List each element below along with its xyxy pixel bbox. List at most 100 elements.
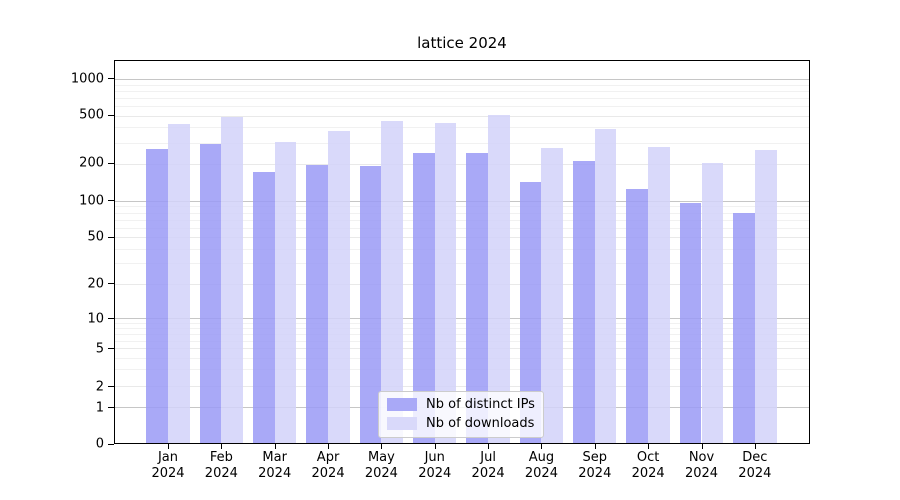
bar-downloads <box>328 130 350 443</box>
bar-distinct-ips <box>359 165 382 443</box>
bar-downloads <box>221 117 244 443</box>
y-gridline-minor <box>115 127 809 129</box>
y-tick-mark <box>108 78 114 80</box>
x-tick-label: Feb 2024 <box>204 450 238 481</box>
plot-area: Nb of distinct IPs Nb of downloads <box>114 60 810 444</box>
y-gridline-minor <box>115 227 809 229</box>
y-gridline-minor <box>115 263 809 265</box>
y-gridline-major <box>115 79 809 81</box>
legend-swatch-downloads <box>387 417 417 430</box>
y-gridline-major <box>115 237 809 239</box>
x-tick-label: Mar 2024 <box>258 450 292 481</box>
bar-distinct-ips <box>466 152 489 443</box>
y-tick-label: 0 <box>95 436 104 452</box>
y-gridline-minor <box>115 340 809 342</box>
y-gridline-minor <box>115 142 809 144</box>
x-tick-mark <box>701 444 703 449</box>
y-gridline-minor <box>115 98 809 100</box>
y-tick-mark <box>108 348 114 350</box>
x-tick-mark <box>168 444 169 449</box>
x-tick-mark <box>488 444 490 449</box>
x-tick-label: Aug 2024 <box>524 450 558 481</box>
legend: Nb of distinct IPs Nb of downloads <box>378 391 544 438</box>
bar-distinct-ips <box>573 161 595 443</box>
y-tick-label: 200 <box>79 155 104 171</box>
y-tick-label: 500 <box>79 107 104 123</box>
y-gridline-major <box>115 386 809 387</box>
y-gridline-major <box>115 200 809 202</box>
y-tick-label: 1 <box>95 400 104 416</box>
bar-downloads <box>168 123 190 443</box>
bar-distinct-ips <box>733 213 755 443</box>
y-gridline-major <box>115 318 809 320</box>
y-gridline-minor <box>115 106 809 108</box>
y-gridline-minor <box>115 219 809 221</box>
bar-downloads <box>754 149 777 443</box>
y-gridline-minor <box>115 212 809 214</box>
x-tick-mark <box>381 444 383 449</box>
bar-distinct-ips <box>519 182 542 443</box>
x-tick-label: Dec 2024 <box>738 450 772 481</box>
x-tick-mark <box>434 444 436 449</box>
chart-title: lattice 2024 <box>417 34 507 52</box>
x-tick-label: May 2024 <box>364 450 398 481</box>
x-tick-mark <box>221 444 223 449</box>
bar-distinct-ips <box>626 188 649 443</box>
bar-downloads <box>648 147 670 443</box>
x-tick-mark <box>594 444 596 449</box>
x-tick-label: Apr 2024 <box>311 450 345 481</box>
y-gridline-minor <box>115 91 809 93</box>
y-gridline-major <box>115 283 809 285</box>
x-tick-label: Jul 2024 <box>471 450 505 481</box>
bar-distinct-ips <box>146 149 168 443</box>
y-tick-mark <box>108 114 114 116</box>
y-gridline-minor <box>115 357 809 359</box>
y-gridline-minor <box>115 333 809 335</box>
y-gridline-major <box>115 115 809 117</box>
bar-distinct-ips <box>199 143 222 443</box>
legend-label-downloads: Nb of downloads <box>426 416 535 431</box>
bar-downloads <box>274 141 297 443</box>
y-tick-mark <box>108 443 114 445</box>
y-gridline-minor <box>115 322 809 324</box>
x-tick-label: Jan 2024 <box>151 450 185 481</box>
bar-distinct-ips <box>679 202 702 443</box>
y-tick-label: 100 <box>79 193 104 209</box>
y-tick-mark <box>108 283 114 285</box>
x-tick-label: Jun 2024 <box>418 450 452 481</box>
bar-downloads <box>488 115 510 443</box>
y-gridline-minor <box>115 248 809 250</box>
y-gridline-major <box>115 163 809 165</box>
y-tick-label: 10 <box>87 311 104 327</box>
y-tick-label: 5 <box>95 341 104 357</box>
x-tick-mark <box>648 444 650 449</box>
y-tick-label: 1000 <box>70 71 104 87</box>
bar-downloads <box>541 147 564 443</box>
legend-swatch-distinct-ips <box>387 398 417 411</box>
y-tick-label: 20 <box>87 276 104 292</box>
y-gridline-major <box>115 348 809 350</box>
legend-item-downloads: Nb of downloads <box>387 416 535 431</box>
y-gridline-minor <box>115 85 809 86</box>
y-tick-mark <box>108 162 114 164</box>
x-tick-mark <box>328 444 330 449</box>
y-gridline-minor <box>115 206 809 208</box>
bar-distinct-ips <box>413 152 435 443</box>
bar-distinct-ips <box>306 165 329 443</box>
y-gridline-minor <box>115 328 809 330</box>
y-tick-mark <box>108 200 114 202</box>
bar-downloads <box>434 122 457 443</box>
y-tick-mark <box>108 386 114 388</box>
bar-downloads <box>701 162 724 443</box>
x-tick-mark <box>274 444 276 449</box>
y-tick-mark <box>108 318 114 320</box>
y-tick-label: 2 <box>95 379 104 395</box>
y-tick-label: 50 <box>87 229 104 245</box>
y-tick-mark <box>108 407 114 409</box>
legend-label-distinct-ips: Nb of distinct IPs <box>426 397 535 412</box>
x-tick-label: Nov 2024 <box>684 450 719 481</box>
legend-item-distinct-ips: Nb of distinct IPs <box>387 397 535 412</box>
y-tick-mark <box>108 236 114 238</box>
bar-distinct-ips <box>253 172 275 443</box>
